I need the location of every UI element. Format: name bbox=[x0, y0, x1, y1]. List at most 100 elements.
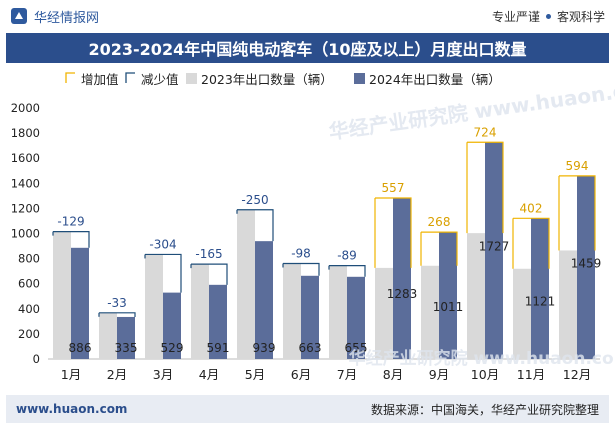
chart-title: 2023-2024年中国纯电动客车（10座及以上）月度出口数量 bbox=[88, 40, 527, 59]
bar-2024 bbox=[163, 292, 181, 359]
legend-swatch bbox=[354, 73, 365, 84]
increase-bracket bbox=[467, 141, 504, 234]
x-tick-label: 7月 bbox=[337, 367, 357, 382]
decrease-bracket bbox=[53, 231, 90, 248]
bar-2024 bbox=[347, 276, 365, 359]
bar-chart: 华经产业研究院 www.huaon.com 0 200 400 600 800 1000 12… bbox=[11, 72, 615, 382]
tagline-left: 专业严谨 bbox=[491, 9, 540, 24]
x-tick-label: 12月 bbox=[563, 367, 591, 382]
tagline: 专业严谨 客观科学 bbox=[492, 8, 605, 25]
tagline-right: 客观科学 bbox=[556, 9, 605, 24]
legend-label: 增加值 bbox=[81, 72, 119, 87]
legend-swatch bbox=[65, 72, 75, 83]
x-tick-label: 11月 bbox=[517, 367, 545, 382]
y-tick-label: 400 bbox=[18, 302, 40, 316]
bar-2023 bbox=[191, 264, 209, 359]
value-label-2024: 591 bbox=[207, 341, 230, 355]
bullet-dot-icon bbox=[545, 13, 551, 19]
legend-label: 2024年出口数量（辆） bbox=[369, 72, 501, 87]
change-label: -250 bbox=[241, 193, 268, 207]
decrease-bracket bbox=[191, 263, 228, 285]
chart-title-bar: 2023-2024年中国纯电动客车（10座及以上）月度出口数量 bbox=[6, 33, 609, 63]
x-tick-label: 3月 bbox=[153, 367, 173, 382]
footer-source: 数据来源：中国海关，华经产业研究院整理 bbox=[370, 402, 599, 417]
y-tick-label: 0 bbox=[33, 352, 40, 366]
change-label: -33 bbox=[107, 296, 127, 310]
change-label: -304 bbox=[149, 237, 176, 251]
bar-2024 bbox=[255, 241, 273, 359]
value-label-2024: 655 bbox=[345, 341, 368, 355]
change-label: 268 bbox=[428, 215, 451, 229]
change-label: 594 bbox=[566, 159, 589, 173]
legend-label: 减少值 bbox=[141, 72, 179, 87]
change-label: -129 bbox=[57, 215, 84, 229]
bar-2024 bbox=[531, 218, 549, 359]
x-tick-label: 9月 bbox=[429, 367, 449, 382]
decrease-bracket bbox=[237, 209, 274, 242]
change-label: -165 bbox=[195, 247, 222, 261]
watermark-text-2: 华经产业研究院 www.huaon.com bbox=[349, 348, 615, 369]
increase-bracket bbox=[421, 231, 458, 266]
value-label-2024: 939 bbox=[253, 341, 276, 355]
value-label-2024: 886 bbox=[69, 341, 92, 355]
bar-2023 bbox=[53, 231, 71, 359]
bar-2024 bbox=[393, 197, 411, 359]
decrease-bracket bbox=[283, 262, 320, 276]
bar-2023 bbox=[421, 265, 439, 359]
bar-2024 bbox=[485, 142, 503, 359]
x-tick-label: 2月 bbox=[107, 367, 127, 382]
x-tick-label: 1月 bbox=[61, 367, 81, 382]
bar-2023 bbox=[145, 254, 163, 359]
value-label-2024: 529 bbox=[161, 341, 184, 355]
value-label-2024: 663 bbox=[299, 341, 322, 355]
change-label: -98 bbox=[291, 246, 311, 260]
y-tick-label: 200 bbox=[18, 327, 40, 341]
y-tick-label: 600 bbox=[18, 277, 40, 291]
x-tick-label: 6月 bbox=[291, 367, 311, 382]
change-label: 557 bbox=[382, 181, 405, 195]
x-tick-label: 5月 bbox=[245, 367, 265, 382]
y-tick-label: 1800 bbox=[11, 126, 40, 140]
bar-2024 bbox=[209, 284, 227, 359]
y-tick-label: 1000 bbox=[11, 227, 40, 241]
value-label-2024: 1283 bbox=[387, 287, 418, 301]
bar-2023 bbox=[375, 267, 393, 359]
y-tick-label: 2000 bbox=[11, 101, 40, 115]
bar-2023 bbox=[329, 265, 347, 359]
legend-swatch bbox=[125, 72, 135, 83]
brand[interactable]: 华经情报网 bbox=[10, 7, 99, 26]
bar-2023 bbox=[467, 233, 485, 359]
decrease-bracket bbox=[145, 253, 182, 293]
change-label: 724 bbox=[474, 125, 497, 139]
change-label: 402 bbox=[520, 201, 543, 215]
x-tick-label: 4月 bbox=[199, 367, 219, 382]
y-tick-label: 1600 bbox=[11, 151, 40, 165]
y-tick-label: 800 bbox=[18, 252, 40, 266]
value-label-2024: 335 bbox=[115, 341, 138, 355]
brand-name: 华经情报网 bbox=[34, 10, 100, 26]
increase-bracket bbox=[375, 197, 412, 268]
decrease-bracket bbox=[329, 265, 366, 277]
legend-label: 2023年出口数量（辆） bbox=[201, 72, 333, 87]
bar-2024 bbox=[577, 175, 595, 359]
increase-bracket bbox=[513, 217, 550, 269]
bar-2023 bbox=[283, 263, 301, 359]
bar-2024 bbox=[439, 232, 457, 359]
footer-url[interactable]: www.huaon.com bbox=[16, 402, 128, 416]
x-tick-label: 8月 bbox=[383, 367, 403, 382]
legend-swatch bbox=[186, 73, 197, 84]
x-tick-label: 10月 bbox=[471, 367, 499, 382]
brand-logo-icon bbox=[11, 8, 27, 24]
y-tick-label: 1400 bbox=[11, 176, 40, 190]
top-bar: 华经情报网 专业严谨 客观科学 bbox=[0, 0, 615, 32]
decrease-bracket bbox=[99, 312, 136, 317]
bar-2024 bbox=[71, 247, 89, 359]
bar-2023 bbox=[513, 268, 531, 359]
bar-2024 bbox=[301, 275, 319, 359]
bar-2024 bbox=[117, 316, 135, 359]
value-label-2024: 1121 bbox=[525, 295, 556, 309]
bar-2023 bbox=[99, 312, 117, 359]
footer: www.huaon.com 数据来源：中国海关，华经产业研究院整理 bbox=[6, 395, 609, 423]
increase-bracket bbox=[559, 175, 596, 251]
